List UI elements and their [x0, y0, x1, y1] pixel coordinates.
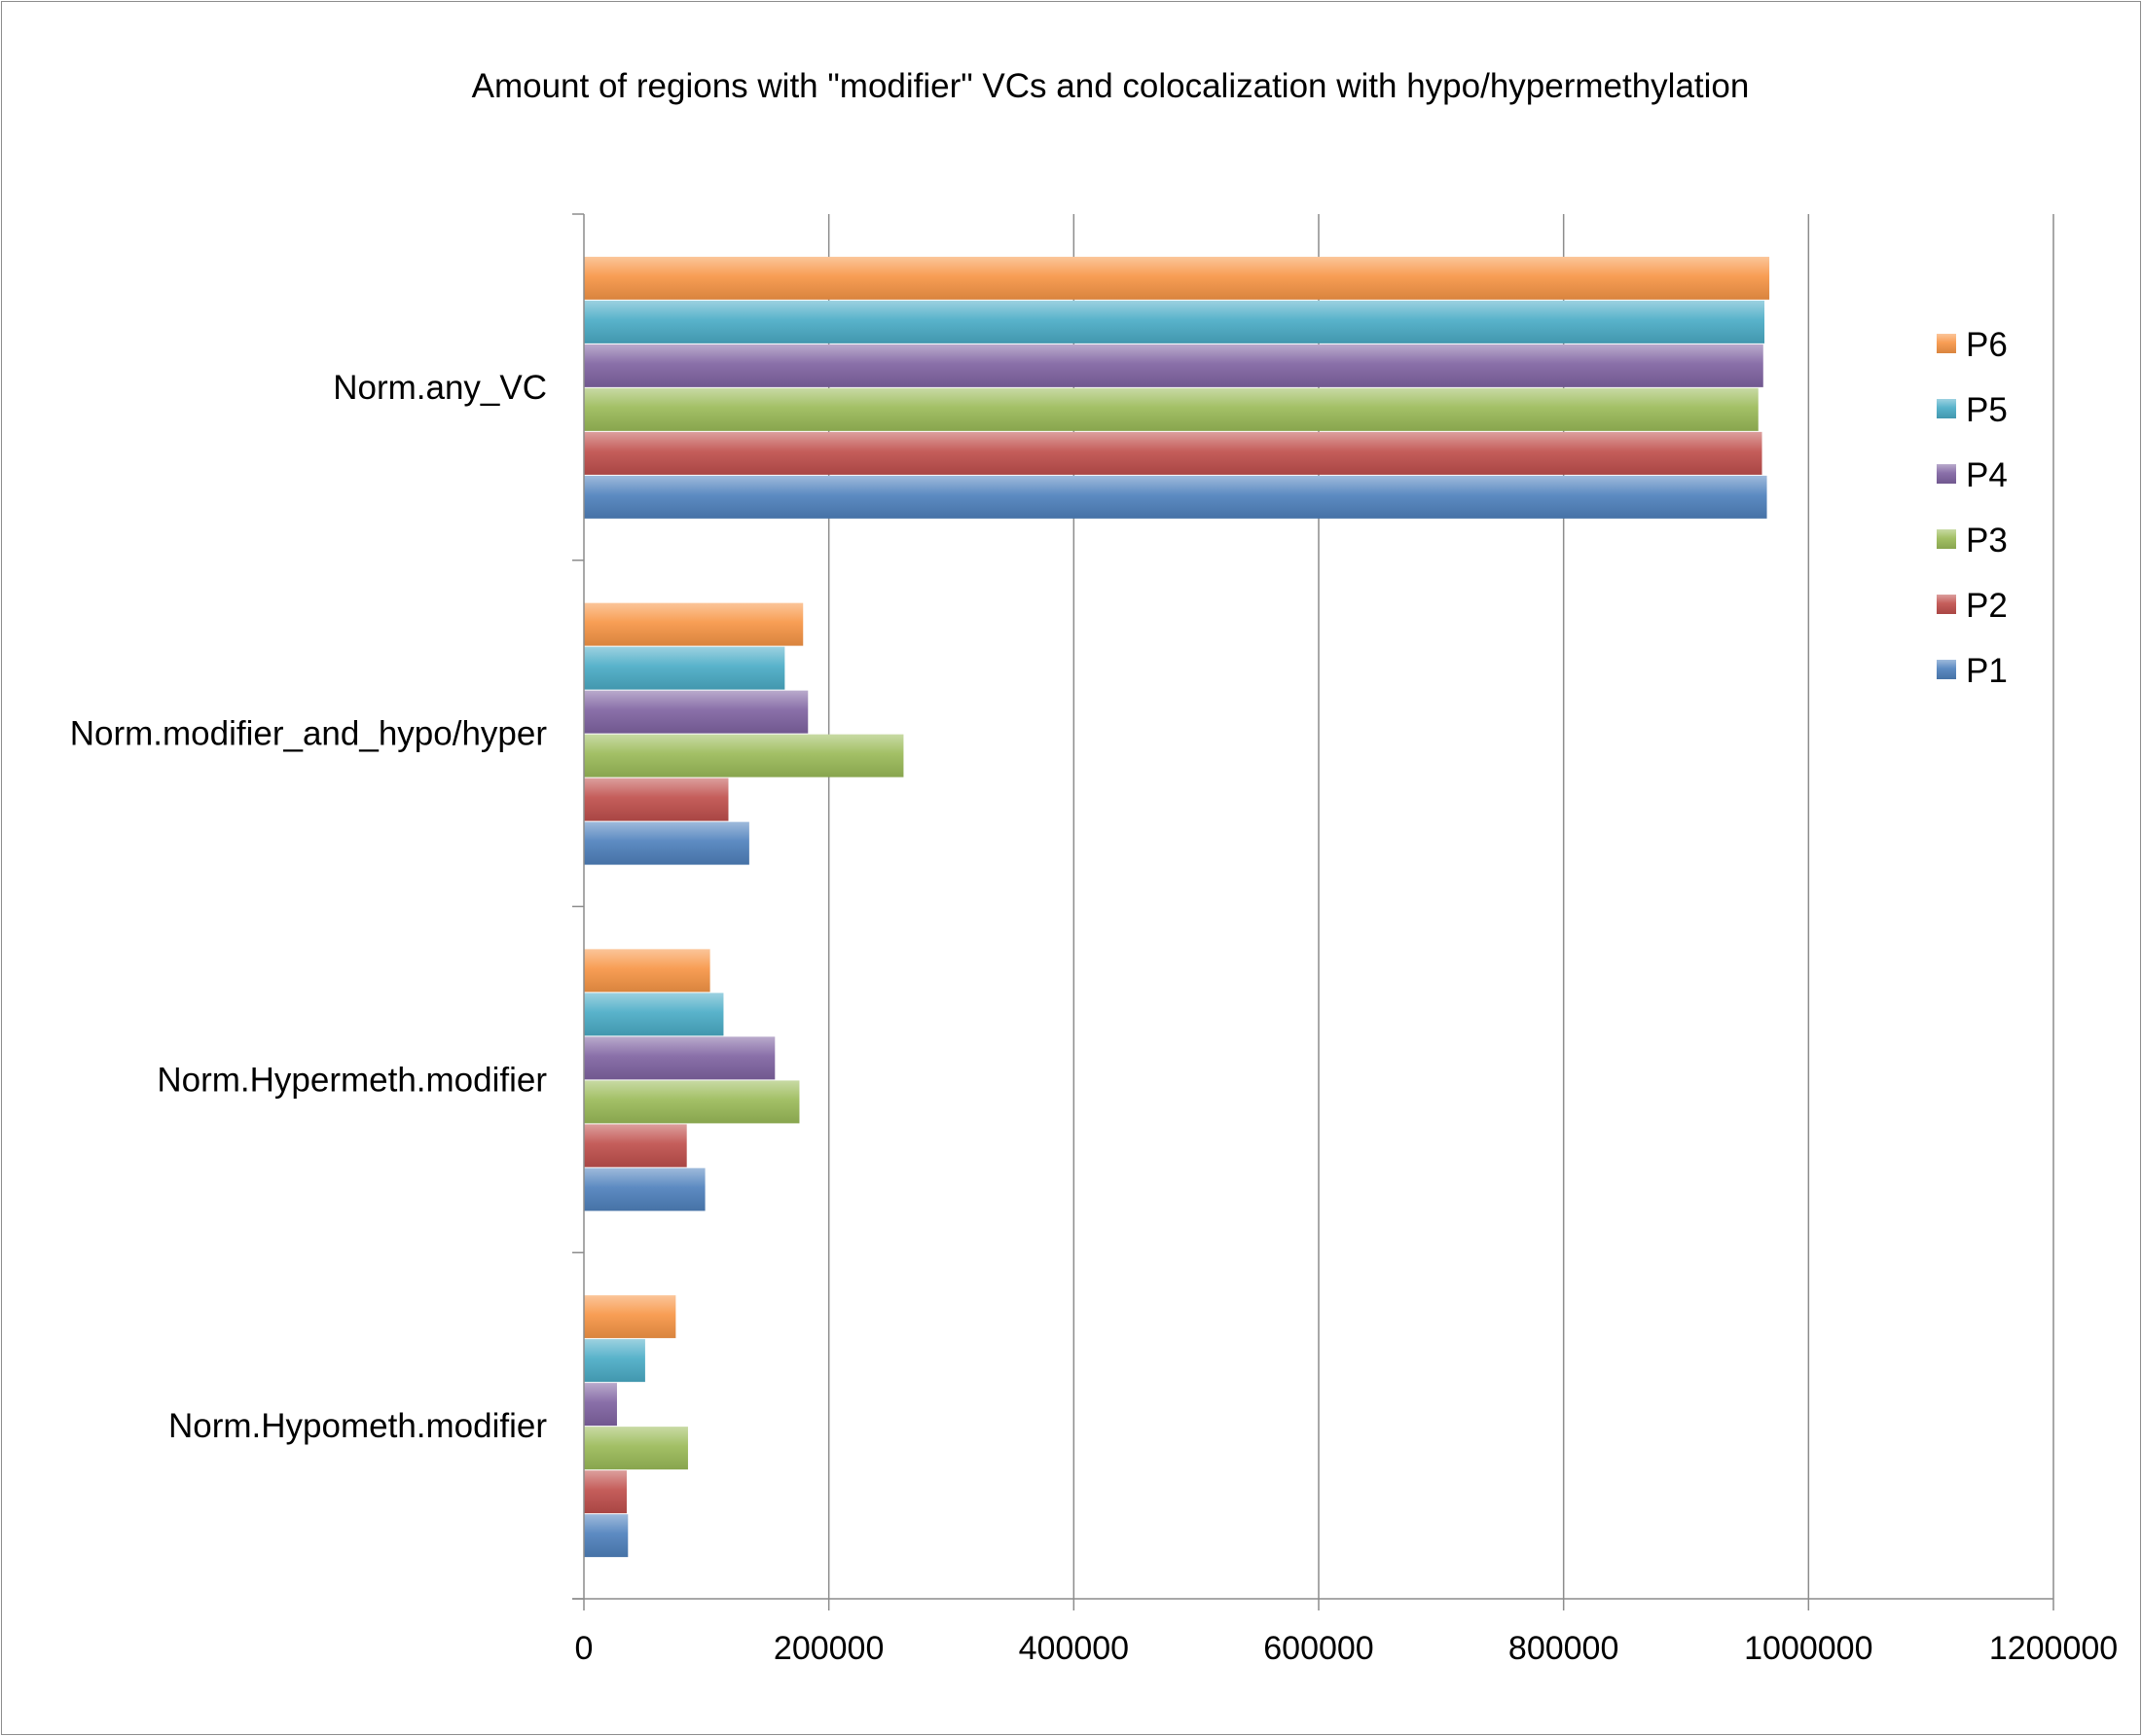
legend-label: P1	[1966, 652, 2008, 690]
x-tick-label: 200000	[774, 1630, 884, 1667]
legend-swatch	[1937, 464, 1956, 484]
bar-p2-0	[584, 431, 1762, 475]
legend-item-p4: P4	[1937, 456, 2008, 494]
x-tick-label: 1200000	[1989, 1630, 2118, 1667]
legend-swatch	[1937, 529, 1956, 549]
bar-p4-3	[584, 1383, 617, 1427]
legend-label: P2	[1966, 587, 2008, 625]
bar-p1-2	[584, 1168, 706, 1212]
bar-p5-0	[584, 300, 1765, 344]
legend-label: P4	[1966, 456, 2008, 494]
legend-label: P6	[1966, 326, 2008, 364]
bar-p1-1	[584, 821, 749, 865]
bar-p3-0	[584, 387, 1759, 431]
legend-item-p2: P2	[1937, 587, 2008, 625]
category-label: Norm.modifier_and_hypo/hyper	[70, 715, 548, 753]
bar-p3-2	[584, 1080, 800, 1124]
x-tick-label: 400000	[1019, 1630, 1129, 1667]
bar-p2-1	[584, 778, 729, 821]
legend-item-p3: P3	[1937, 522, 2008, 560]
bar-p2-2	[584, 1124, 687, 1168]
bar-p4-1	[584, 690, 809, 734]
legend-label: P5	[1966, 391, 2008, 429]
legend-item-p6: P6	[1937, 326, 2008, 364]
legend-item-p1: P1	[1937, 652, 2008, 690]
bar-p6-1	[584, 602, 804, 646]
chart-title: Amount of regions with "modifier" VCs an…	[472, 67, 1750, 105]
x-tick-label: 800000	[1508, 1630, 1618, 1667]
bar-p5-1	[584, 646, 785, 690]
category-label: Norm.Hypometh.modifier	[168, 1407, 547, 1445]
bar-p1-0	[584, 475, 1767, 519]
legend-swatch	[1937, 334, 1956, 353]
bar-p1-3	[584, 1514, 629, 1558]
legend-label: P3	[1966, 522, 2008, 560]
bar-p3-3	[584, 1427, 688, 1470]
bar-p4-2	[584, 1036, 776, 1080]
legend-swatch	[1937, 595, 1956, 614]
bar-p2-3	[584, 1470, 628, 1514]
bar-p6-2	[584, 949, 710, 993]
legend: P6 P5 P4 P3 P2 P1	[1937, 326, 2008, 690]
x-tick-label: 600000	[1263, 1630, 1373, 1667]
bars	[584, 256, 1770, 1558]
legend-item-p5: P5	[1937, 391, 2008, 429]
legend-swatch	[1937, 399, 1956, 418]
bar-p6-3	[584, 1295, 676, 1339]
bar-p6-0	[584, 256, 1770, 300]
axes: 0 200000 400000 600000 800000 1000000 1200000 N…	[70, 213, 2118, 1667]
x-tick-label: 1000000	[1744, 1630, 1872, 1667]
category-label: Norm.any_VC	[333, 369, 547, 407]
legend-swatch	[1937, 660, 1956, 679]
bar-p5-2	[584, 993, 724, 1036]
x-tick-label: 0	[575, 1630, 594, 1667]
bar-p3-1	[584, 734, 904, 778]
category-label: Norm.Hypermeth.modifier	[157, 1061, 547, 1099]
bar-p5-3	[584, 1339, 645, 1383]
bar-p4-0	[584, 344, 1763, 387]
